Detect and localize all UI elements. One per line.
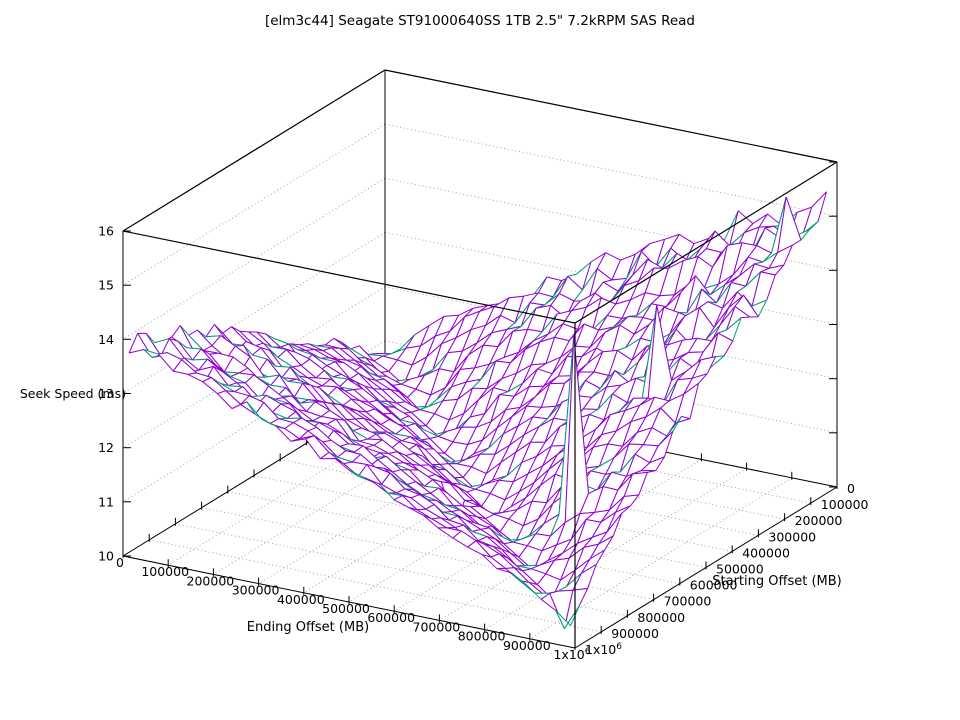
box-front-edges bbox=[122, 69, 838, 649]
axis-labels: 0100000200000300000400000500000600000700… bbox=[20, 224, 869, 663]
x-tick-label: 400000 bbox=[277, 592, 325, 607]
x-tick-label: 0 bbox=[116, 555, 124, 570]
x-tick-label: 300000 bbox=[232, 583, 280, 598]
axis-ticks bbox=[122, 161, 838, 650]
x-tick-label: 600000 bbox=[367, 610, 415, 625]
y-tick-label: 900000 bbox=[611, 626, 659, 641]
z-tick-label: 16 bbox=[98, 224, 114, 239]
z-tick-label: 14 bbox=[98, 332, 114, 347]
surface-mesh bbox=[128, 191, 827, 629]
y-tick-label: 400000 bbox=[742, 545, 790, 560]
x-tick-label: 700000 bbox=[413, 619, 461, 634]
z-tick-label: 15 bbox=[98, 278, 114, 293]
y-tick-label: 600000 bbox=[690, 578, 738, 593]
z-tick-label: 11 bbox=[98, 494, 114, 509]
y-axis-label: Starting Offset (MB) bbox=[712, 574, 841, 589]
y-tick-label: 200000 bbox=[795, 513, 843, 528]
x-tick-label: 100000 bbox=[141, 564, 189, 579]
x-tick-label: 200000 bbox=[187, 573, 235, 588]
x-tick-label: 500000 bbox=[322, 601, 370, 616]
x-axis-label: Ending Offset (MB) bbox=[247, 620, 369, 635]
plot-title: [elm3c44] Seagate ST91000640SS 1TB 2.5" … bbox=[264, 13, 695, 29]
y-tick-label: 100000 bbox=[821, 497, 869, 512]
z-tick-label: 13 bbox=[98, 386, 114, 401]
z-tick-label: 12 bbox=[98, 440, 114, 455]
y-tick-label: 500000 bbox=[716, 562, 764, 577]
z-axis-label: Seek Speed (ms) bbox=[20, 386, 126, 401]
x-tick-label: 900000 bbox=[503, 638, 551, 653]
y-tick-label: 300000 bbox=[768, 529, 816, 544]
y-tick-label: 800000 bbox=[637, 610, 685, 625]
y-tick-label: 1x106 bbox=[585, 642, 622, 657]
y-tick-label: 700000 bbox=[664, 594, 712, 609]
x-tick-label: 1x106 bbox=[554, 647, 591, 662]
y-tick-label: 0 bbox=[847, 481, 855, 496]
x-tick-label: 800000 bbox=[458, 629, 506, 644]
z-tick-label: 10 bbox=[98, 549, 114, 564]
